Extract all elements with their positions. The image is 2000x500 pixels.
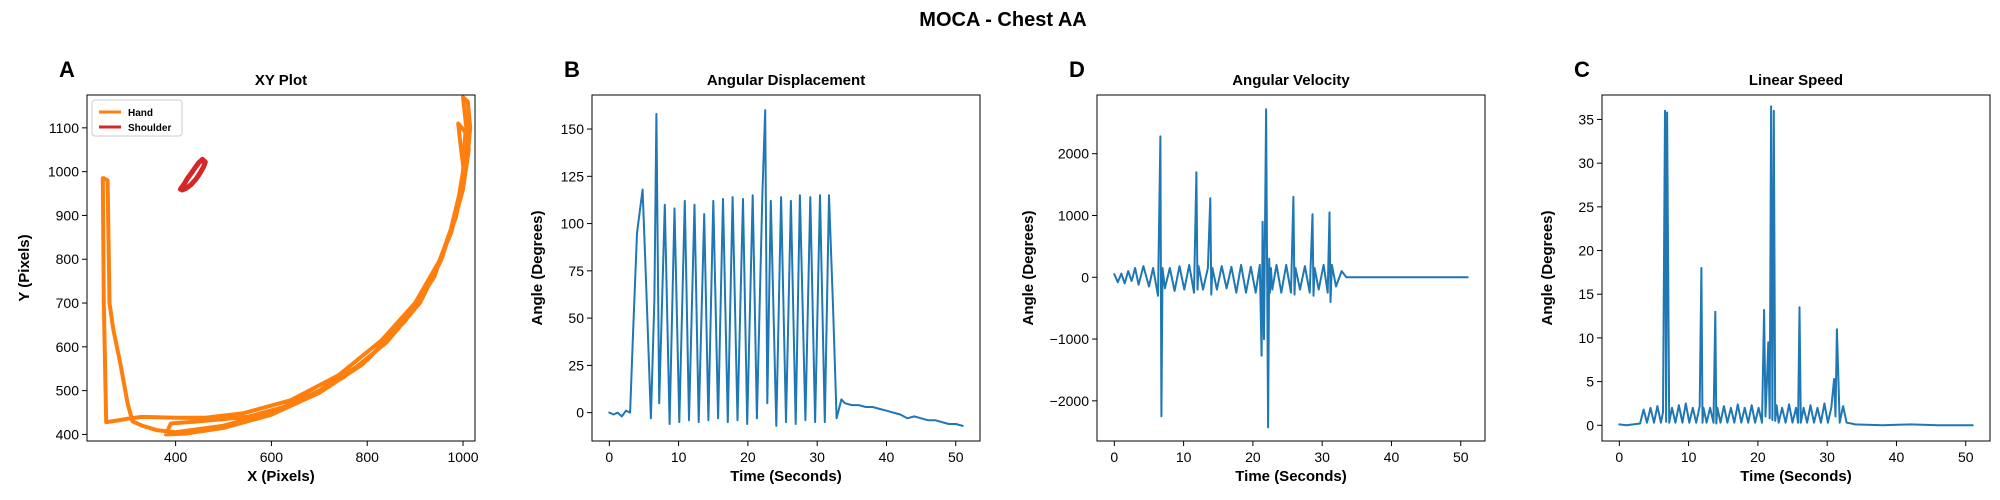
x-tick-label: 10 — [671, 449, 687, 465]
x-tick-label: 20 — [740, 449, 756, 465]
x-tick-label: 400 — [164, 449, 188, 465]
x-tick-label: 30 — [809, 449, 825, 465]
y-tick-label: 400 — [56, 426, 80, 442]
x-tick-label: 0 — [1110, 449, 1118, 465]
series-line-hand — [100, 95, 473, 437]
y-tick-label: 150 — [561, 121, 585, 137]
y-tick-label: 5 — [1586, 374, 1594, 390]
y-tick-label: 125 — [561, 168, 585, 184]
y-tick-label: 15 — [1578, 286, 1594, 302]
x-tick-label: 20 — [1750, 449, 1766, 465]
panel-letter: A — [59, 57, 75, 82]
series-line — [608, 109, 964, 427]
x-axis-label: Time (Seconds) — [1740, 468, 1851, 485]
y-tick-label: 10 — [1578, 330, 1594, 346]
panel-title: Angular Displacement — [707, 72, 865, 89]
legend: Hand Shoulder — [91, 99, 183, 137]
y-tick-label: 2000 — [1058, 146, 1089, 162]
y-tick-label: 25 — [568, 357, 584, 373]
panels: 400 600 800 100040050060070080090010001100X… — [16, 57, 1991, 485]
y-tick-label: 75 — [568, 263, 584, 279]
panel-letter: B — [564, 57, 580, 82]
y-tick-label: 600 — [56, 339, 80, 355]
panel-title: Linear Speed — [1749, 72, 1843, 89]
x-tick-label: 50 — [948, 449, 964, 465]
y-axis-label: Angle (Degrees) — [1539, 210, 1556, 325]
y-tick-label: 900 — [56, 207, 80, 223]
y-axis-label: Y (Pixels) — [16, 234, 33, 301]
y-tick-label: 30 — [1578, 155, 1594, 171]
x-tick-label: 20 — [1245, 449, 1261, 465]
legend-entry-shoulder: Shoulder — [128, 123, 171, 134]
y-tick-label: −1000 — [1050, 331, 1090, 347]
y-tick-label: 100 — [561, 216, 585, 232]
y-axis-label: Angle (Degrees) — [1020, 210, 1037, 325]
y-axis-label: Angle (Degrees) — [529, 210, 546, 325]
x-tick-label: 40 — [879, 449, 895, 465]
axes-frame — [86, 94, 476, 442]
y-tick-label: 1100 — [49, 120, 79, 136]
axes-frame — [1601, 94, 1991, 442]
y-tick-label: 500 — [56, 383, 80, 399]
panel-letter: C — [1574, 57, 1590, 82]
x-tick-label: 30 — [1819, 449, 1835, 465]
x-tick-label: 0 — [1615, 449, 1623, 465]
x-tick-label: 40 — [1384, 449, 1400, 465]
y-tick-label: 0 — [1586, 417, 1594, 433]
x-tick-label: 10 — [1681, 449, 1697, 465]
series-line — [1113, 108, 1469, 429]
y-tick-label: 1000 — [1058, 207, 1089, 223]
x-axis-label: Time (Seconds) — [1235, 468, 1346, 485]
x-tick-label: 1000 — [447, 449, 478, 465]
x-tick-label: 40 — [1889, 449, 1905, 465]
series-line — [1618, 105, 1974, 427]
panel-title: XY Plot — [255, 72, 307, 89]
x-axis-label: X (Pixels) — [247, 468, 315, 485]
series-group — [100, 95, 473, 437]
y-tick-label: 0 — [576, 405, 584, 421]
y-tick-label: 700 — [56, 295, 80, 311]
panel-letter: D — [1069, 57, 1085, 82]
panel-c: 0 10 20 30 40 50 0 5 10 15 20 25 30 35 Linear Speed C Ti… — [1539, 57, 1991, 485]
legend-entry-hand: Hand — [128, 108, 153, 119]
x-tick-label: 30 — [1314, 449, 1330, 465]
panel-b: 0 10 20 30 40 50 0 25 50 75 100 125 150 Angular Displ… — [529, 57, 981, 485]
x-tick-label: 600 — [260, 449, 284, 465]
x-tick-label: 50 — [1958, 449, 1974, 465]
y-tick-label: 1000 — [48, 164, 79, 180]
x-tick-label: 0 — [605, 449, 613, 465]
y-tick-label: 35 — [1578, 111, 1594, 127]
series-line-shoulder — [177, 156, 208, 193]
x-tick-label: 50 — [1453, 449, 1469, 465]
series-group — [608, 109, 964, 427]
x-axis-label: Time (Seconds) — [730, 468, 841, 485]
y-tick-label: 25 — [1578, 199, 1594, 215]
axes-frame — [591, 94, 981, 442]
x-tick-label: 10 — [1176, 449, 1192, 465]
x-tick-label: 800 — [356, 449, 380, 465]
y-tick-label: 50 — [568, 310, 584, 326]
y-tick-label: 20 — [1578, 243, 1594, 259]
panel-title: Angular Velocity — [1232, 72, 1350, 89]
panel-d: 0 10 20 30 40 50 −2000 −1000 0 1000 2000 Angular Ve… — [1020, 57, 1486, 485]
figure-title: MOCA - Chest AA — [919, 9, 1086, 31]
panel-a: 400 600 800 1000 400 500 600 700 800 900 1000 1100 X… — [16, 57, 479, 485]
y-tick-label: 0 — [1081, 269, 1089, 285]
series-group — [1113, 108, 1469, 429]
y-tick-label: 800 — [56, 251, 80, 267]
y-tick-label: −2000 — [1050, 393, 1090, 409]
axes-frame — [1096, 94, 1486, 442]
series-group — [1618, 105, 1974, 427]
